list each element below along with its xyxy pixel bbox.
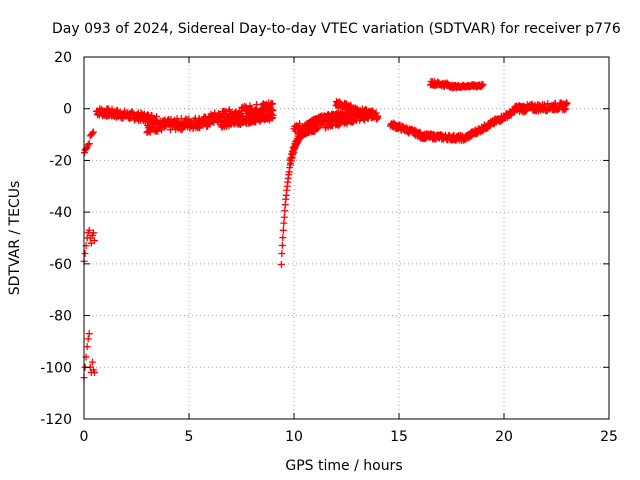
data-point — [85, 330, 93, 338]
y-tick-label: -40 — [49, 205, 72, 221]
x-tick-label: 5 — [185, 429, 194, 445]
x-tick-label: 25 — [600, 429, 618, 445]
chart-title: Day 093 of 2024, Sidereal Day-to-day VTE… — [52, 21, 621, 37]
data-point — [563, 100, 571, 108]
y-tick-label: 20 — [54, 50, 72, 66]
data-point — [146, 128, 154, 136]
data-point — [281, 207, 289, 215]
x-axis-label: GPS time / hours — [285, 458, 402, 474]
data-point — [562, 105, 570, 113]
data-point — [343, 110, 350, 118]
data-point — [89, 229, 97, 237]
data-point — [269, 100, 277, 108]
axis-ticks: 0 5 10 15 20 25 20 0 -20 -40 -60 -80 -100 -120 — [40, 50, 618, 445]
data-point — [269, 111, 277, 119]
data-point — [278, 249, 286, 257]
data-point — [91, 368, 98, 376]
data-point — [287, 154, 295, 162]
y-tick-label: -60 — [49, 257, 72, 273]
data-point — [279, 226, 287, 234]
data-point — [81, 250, 89, 258]
data-point — [290, 143, 298, 151]
data-point — [84, 141, 92, 149]
data-point — [158, 126, 166, 134]
data-point — [277, 260, 285, 268]
data-point — [84, 335, 92, 343]
data-point — [479, 81, 487, 89]
data-point — [372, 109, 380, 117]
x-tick-label: 0 — [80, 429, 89, 445]
y-tick-label: -20 — [49, 153, 72, 169]
x-tick-label: 20 — [495, 429, 513, 445]
data-point — [279, 234, 287, 242]
data-point — [85, 140, 93, 148]
y-axis-label: SDTVAR / TECUs — [7, 181, 23, 296]
data-point — [83, 343, 91, 351]
data-point — [88, 129, 96, 137]
data-point — [289, 144, 297, 152]
data-point — [91, 237, 98, 245]
data-point — [89, 128, 97, 136]
data-point — [154, 127, 162, 135]
data-point — [374, 114, 382, 122]
x-tick-label: 15 — [390, 429, 408, 445]
data-point — [278, 241, 286, 249]
data-points — [80, 78, 571, 382]
plot-frame — [83, 56, 610, 420]
y-tick-label: -80 — [49, 309, 72, 325]
y-tick-label: -100 — [40, 360, 72, 376]
y-tick-label: -120 — [40, 412, 72, 428]
data-point — [88, 358, 96, 366]
x-tick-label: 10 — [285, 429, 303, 445]
data-point — [280, 219, 288, 227]
data-point — [280, 213, 288, 221]
data-point — [311, 127, 319, 135]
data-point — [85, 226, 93, 234]
y-tick-label: 0 — [63, 102, 72, 118]
data-point — [296, 120, 304, 128]
data-point — [288, 147, 296, 155]
